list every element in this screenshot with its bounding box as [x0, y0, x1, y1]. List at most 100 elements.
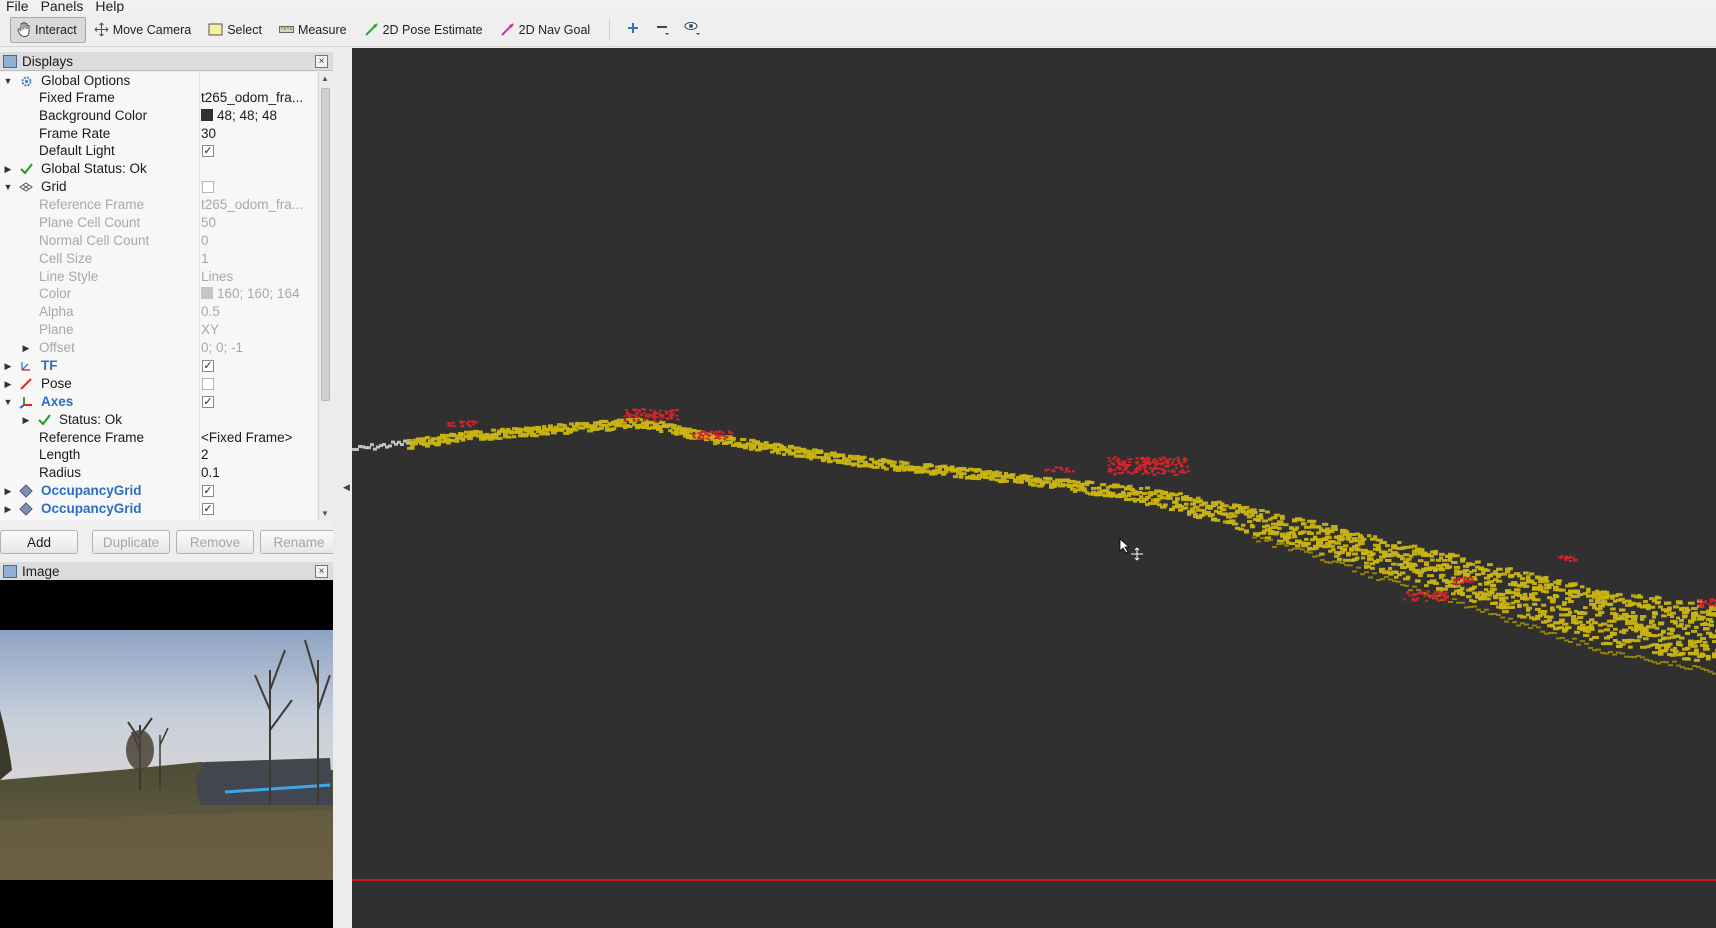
menubar: File Panels Help: [0, 0, 1716, 13]
rename-button[interactable]: Rename: [260, 530, 338, 554]
menu-panels[interactable]: Panels: [40, 0, 84, 13]
tree-row-occupancy-grid-1[interactable]: ▶ OccupancyGrid ✓: [0, 482, 317, 500]
displays-tree: ▼ Global Options Fixed Frame t265_odom_f…: [0, 72, 317, 520]
frame-rate-label: Frame Rate: [39, 126, 111, 141]
move-camera-tool-button[interactable]: Move Camera: [88, 17, 201, 43]
tree-row-normal-cell-count[interactable]: Normal Cell Count 0: [0, 232, 317, 250]
color-swatch-icon: [201, 109, 213, 121]
nav-goal-tool-button[interactable]: 2D Nav Goal: [494, 17, 600, 43]
hand-icon: [16, 22, 31, 37]
menu-help[interactable]: Help: [95, 0, 125, 13]
add-button[interactable]: Add: [0, 530, 78, 554]
tree-row-axes[interactable]: ▼ Axes ✓: [0, 393, 317, 411]
tf-checkbox[interactable]: ✓: [202, 360, 214, 372]
expand-arrow-icon[interactable]: ▶: [4, 379, 12, 389]
tree-row-alpha[interactable]: Alpha 0.5: [0, 303, 317, 321]
tree-row-default-light[interactable]: Default Light ✓: [0, 142, 317, 160]
radius-value[interactable]: 0.1: [201, 465, 220, 480]
grid-checkbox[interactable]: [202, 181, 214, 193]
occupancy-grid-1-checkbox[interactable]: ✓: [202, 485, 214, 497]
tree-row-plane-cell-count[interactable]: Plane Cell Count 50: [0, 214, 317, 232]
tree-row-offset[interactable]: ▶ Offset 0; 0; -1: [0, 339, 317, 357]
select-tool-button[interactable]: Select: [202, 17, 271, 43]
interact-label: Interact: [35, 22, 77, 37]
expand-arrow-icon[interactable]: ▶: [4, 164, 12, 174]
offset-value[interactable]: 0; 0; -1: [201, 340, 244, 355]
scrollbar-thumb[interactable]: [321, 88, 330, 401]
occupancy-grid-icon: [19, 484, 33, 498]
tree-row-pose[interactable]: ▶ Pose: [0, 375, 317, 393]
panel-splitter[interactable]: ◀: [333, 48, 352, 928]
interact-tool-button[interactable]: Interact: [10, 16, 86, 43]
default-light-checkbox[interactable]: ✓: [202, 145, 214, 157]
scroll-up-icon[interactable]: ▲: [321, 74, 329, 83]
expand-arrow-icon[interactable]: ▶: [22, 343, 30, 353]
tree-row-grid[interactable]: ▼ Grid: [0, 178, 317, 196]
duplicate-button[interactable]: Duplicate: [92, 530, 170, 554]
tree-row-grid-color[interactable]: Color 160; 160; 164: [0, 285, 317, 303]
3d-viewport[interactable]: [352, 48, 1716, 928]
tree-row-line-style[interactable]: Line Style Lines: [0, 268, 317, 286]
normal-cell-count-label: Normal Cell Count: [39, 233, 150, 248]
plane-cell-count-value[interactable]: 50: [201, 215, 217, 230]
move-camera-label: Move Camera: [112, 22, 192, 37]
plane-value[interactable]: XY: [201, 322, 220, 337]
fixed-frame-value[interactable]: t265_odom_fra...: [201, 90, 304, 105]
camera-view-tool-button[interactable]: [678, 17, 708, 43]
expand-arrow-icon[interactable]: ▶: [4, 486, 12, 496]
tree-row-axes-status[interactable]: ▶ Status: Ok: [0, 411, 317, 429]
pose-checkbox[interactable]: [202, 378, 214, 390]
collapse-arrow-icon[interactable]: ◀: [343, 482, 350, 492]
length-value[interactable]: 2: [201, 447, 209, 462]
background-color-value[interactable]: 48; 48; 48: [201, 107, 277, 125]
occupancy-grid-2-label: OccupancyGrid: [41, 501, 142, 516]
alpha-value[interactable]: 0.5: [201, 304, 220, 319]
tree-row-length[interactable]: Length 2: [0, 446, 317, 464]
offset-label: Offset: [39, 340, 75, 355]
grid-reference-frame-value[interactable]: t265_odom_fra...: [201, 197, 304, 212]
scroll-down-icon[interactable]: ▼: [321, 509, 329, 518]
tree-row-frame-rate[interactable]: Frame Rate 30: [0, 125, 317, 143]
tree-row-cell-size[interactable]: Cell Size 1: [0, 250, 317, 268]
close-displays-panel-button[interactable]: ×: [315, 55, 328, 68]
expand-arrow-icon[interactable]: ▼: [3, 76, 13, 86]
cell-size-value[interactable]: 1: [201, 251, 209, 266]
expand-arrow-icon[interactable]: ▶: [4, 361, 12, 371]
tree-row-background-color[interactable]: Background Color 48; 48; 48: [0, 107, 317, 125]
remove-button[interactable]: Remove: [176, 530, 254, 554]
pose-arrow-icon: [19, 377, 33, 391]
add-tool-button[interactable]: [618, 17, 648, 43]
tree-row-occupancy-grid-2[interactable]: ▶ OccupancyGrid ✓: [0, 500, 317, 518]
frame-rate-value[interactable]: 30: [201, 126, 217, 141]
close-image-panel-button[interactable]: ×: [315, 565, 328, 578]
plus-icon: [626, 21, 640, 38]
expand-arrow-icon[interactable]: ▼: [3, 182, 13, 192]
line-style-value[interactable]: Lines: [201, 269, 234, 284]
tree-row-grid-reference-frame[interactable]: Reference Frame t265_odom_fra...: [0, 196, 317, 214]
default-light-label: Default Light: [39, 143, 115, 158]
tree-row-plane[interactable]: Plane XY: [0, 321, 317, 339]
axes-reference-frame-value[interactable]: <Fixed Frame>: [201, 430, 293, 445]
tree-row-axes-reference-frame[interactable]: Reference Frame <Fixed Frame>: [0, 429, 317, 447]
radius-label: Radius: [39, 465, 82, 480]
remove-tool-button[interactable]: [648, 17, 678, 43]
axes-checkbox[interactable]: ✓: [202, 396, 214, 408]
menu-file[interactable]: File: [6, 0, 29, 13]
toolbar-separator: [609, 18, 611, 41]
tree-row-tf[interactable]: ▶ TF ✓: [0, 357, 317, 375]
tree-row-global-options[interactable]: ▼ Global Options: [0, 72, 317, 90]
monitor-icon: [3, 54, 17, 68]
occupancy-grid-2-checkbox[interactable]: ✓: [202, 503, 214, 515]
tree-row-fixed-frame[interactable]: Fixed Frame t265_odom_fra...: [0, 89, 317, 107]
plane-cell-count-label: Plane Cell Count: [39, 215, 141, 230]
expand-arrow-icon[interactable]: ▶: [4, 504, 12, 514]
tree-row-radius[interactable]: Radius 0.1: [0, 464, 317, 482]
normal-cell-count-value[interactable]: 0: [201, 233, 209, 248]
displays-scrollbar[interactable]: ▲ ▼: [318, 72, 332, 520]
tree-row-global-status[interactable]: ▶ Global Status: Ok: [0, 160, 317, 178]
expand-arrow-icon[interactable]: ▼: [3, 397, 13, 407]
grid-color-value[interactable]: 160; 160; 164: [201, 285, 300, 303]
expand-arrow-icon[interactable]: ▶: [22, 415, 30, 425]
measure-tool-button[interactable]: Measure: [273, 17, 356, 43]
pose-estimate-tool-button[interactable]: 2D Pose Estimate: [358, 17, 492, 43]
